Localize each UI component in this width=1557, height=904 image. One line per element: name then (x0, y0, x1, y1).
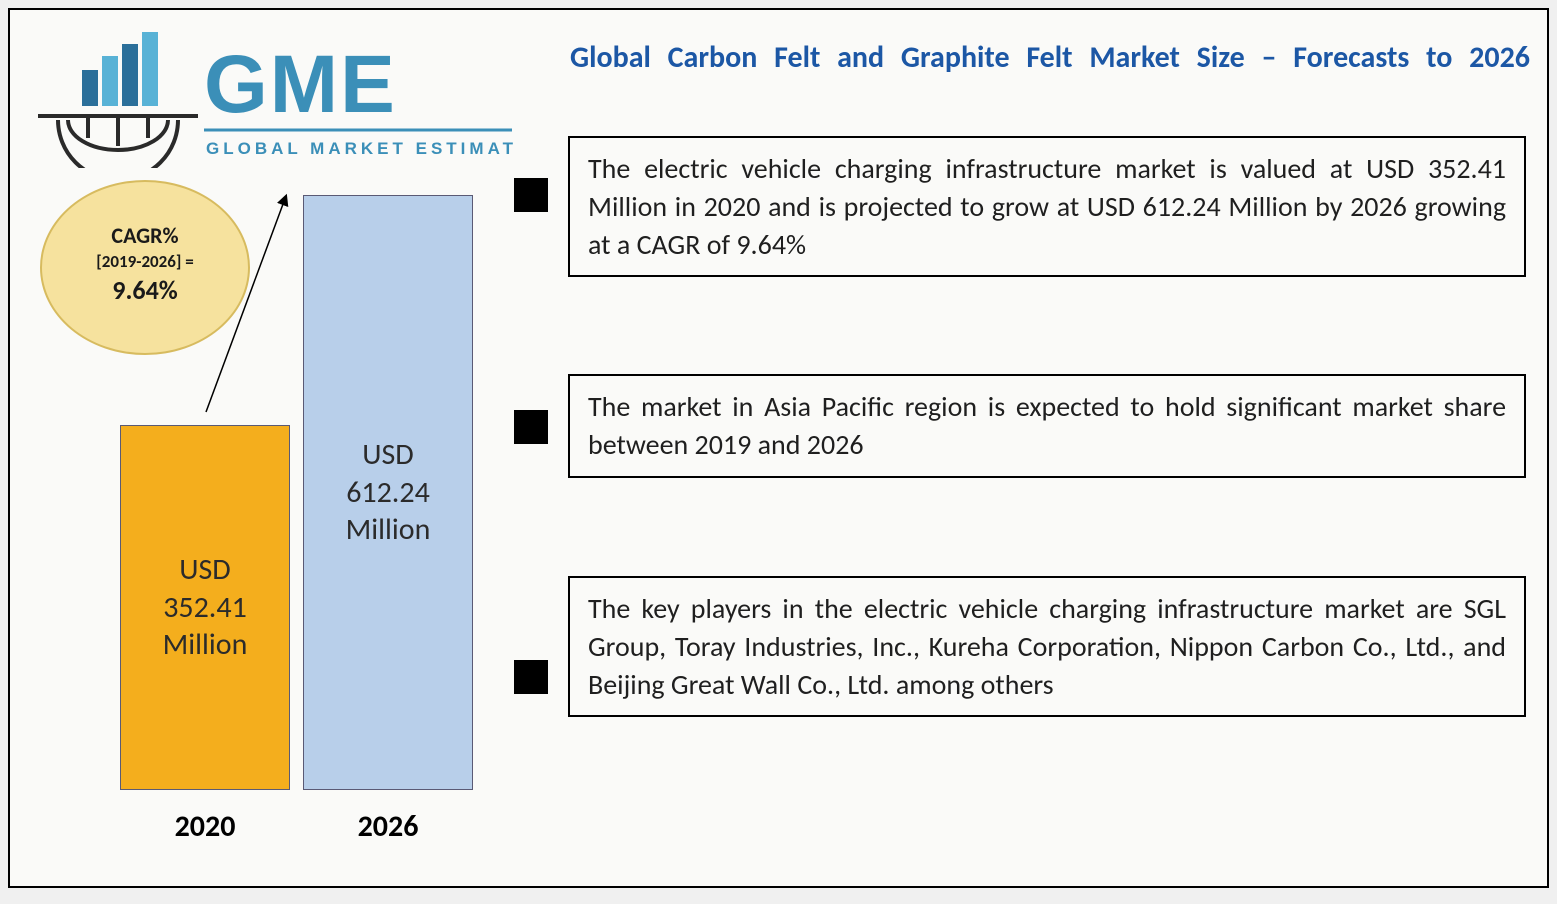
highlight-box-3: The key players in the electric vehicle … (568, 576, 1526, 717)
globe-icon (38, 116, 198, 168)
bullet-square-icon (514, 178, 548, 212)
market-size-bar-chart: USD352.41Million2020USD612.24Million2026 (110, 200, 500, 840)
logo-bars-icon (82, 32, 158, 106)
bar-value-label: USD352.41Million (163, 551, 248, 664)
xaxis-label-2026: 2026 (303, 808, 473, 845)
bar-2026: USD612.24Million (303, 195, 473, 790)
highlight-box-2: The market in Asia Pacific region is exp… (568, 374, 1526, 478)
bar-value-label: USD612.24Million (346, 436, 431, 549)
infographic-frame: GME GLOBAL MARKET ESTIMATES CAGR% [2019-… (8, 8, 1549, 888)
bullet-square-icon (514, 660, 548, 694)
logo-tagline: GLOBAL MARKET ESTIMATES (206, 139, 518, 158)
report-title: Global Carbon Felt and Graphite Felt Mar… (570, 38, 1530, 79)
bullet-square-icon (514, 410, 548, 444)
highlight-box-1: The electric vehicle charging infrastruc… (568, 136, 1526, 277)
bar-2020: USD352.41Million (120, 425, 290, 790)
logo-brand-text: GME (204, 39, 397, 130)
gme-logo: GME GLOBAL MARKET ESTIMATES (28, 28, 518, 168)
xaxis-label-2020: 2020 (120, 808, 290, 845)
gme-logo-svg: GME GLOBAL MARKET ESTIMATES (28, 28, 518, 168)
